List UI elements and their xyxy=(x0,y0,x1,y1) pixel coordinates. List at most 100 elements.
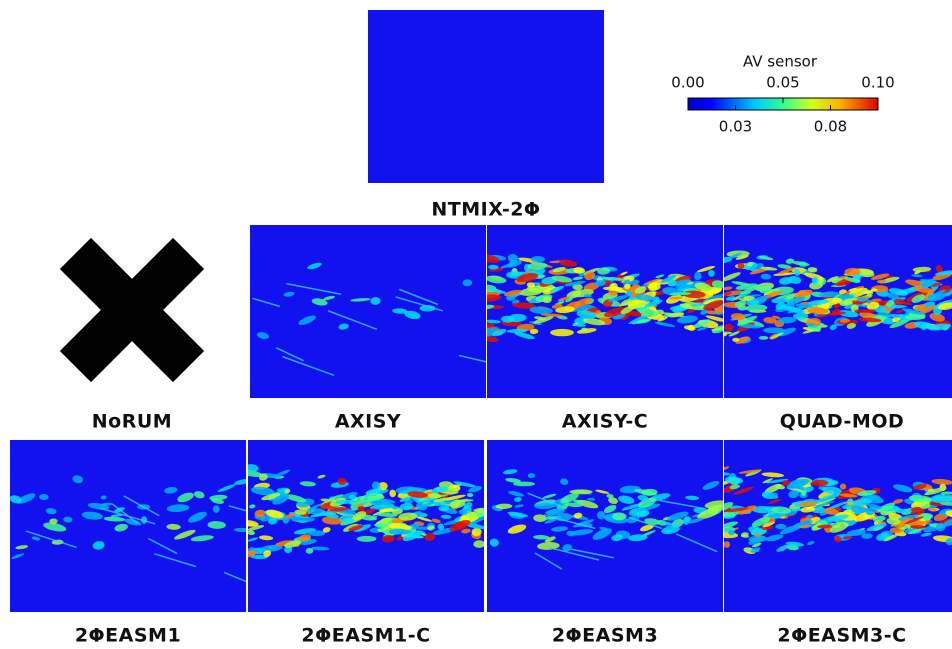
field-streak xyxy=(573,499,583,504)
field-streak xyxy=(427,493,442,499)
field-streak xyxy=(307,262,322,270)
field-streak xyxy=(702,480,720,490)
field-filament xyxy=(223,571,246,583)
panel-label: QUAD-MOD xyxy=(780,411,905,433)
field-streak xyxy=(10,495,22,504)
field-streak xyxy=(791,261,810,266)
field-streak xyxy=(858,317,882,323)
field-streak xyxy=(768,498,782,504)
field-streak xyxy=(488,264,499,270)
field-streak xyxy=(293,528,316,535)
field-streak xyxy=(759,285,772,294)
field-streak xyxy=(502,469,518,475)
field-streak xyxy=(620,305,634,314)
field-streak xyxy=(624,283,631,290)
field-streak xyxy=(462,279,473,287)
field-streak xyxy=(785,541,805,547)
field-streak xyxy=(641,488,658,496)
panel xyxy=(724,225,952,398)
field-streak xyxy=(766,492,779,500)
field-streak xyxy=(15,545,29,550)
field-streak xyxy=(555,306,575,314)
field-streak xyxy=(258,473,268,481)
field-streak xyxy=(551,526,568,532)
field-filament xyxy=(527,492,561,507)
field-filament xyxy=(571,548,614,559)
field-streak xyxy=(487,304,495,310)
field-streak xyxy=(427,525,435,530)
field-streak xyxy=(369,504,390,510)
field-streak xyxy=(806,323,816,327)
field-streak xyxy=(352,511,367,521)
field-streak xyxy=(572,276,584,281)
field-streak xyxy=(827,514,849,522)
field-streak xyxy=(724,466,730,471)
field-streak xyxy=(466,492,474,498)
field-streak xyxy=(338,323,349,330)
field-streak xyxy=(724,323,734,332)
field-streak xyxy=(595,489,610,494)
field-streak xyxy=(307,508,326,515)
field-streak xyxy=(558,296,571,301)
field-streak xyxy=(877,502,896,513)
field-streak xyxy=(734,300,747,307)
field-streak xyxy=(298,534,311,542)
field-streak xyxy=(817,493,841,502)
field-streak xyxy=(398,512,418,521)
field-streak xyxy=(608,295,629,302)
field-streak xyxy=(751,542,762,548)
field-streak xyxy=(812,501,835,509)
field-streak xyxy=(566,530,575,537)
field-streak xyxy=(931,478,952,485)
field-streak xyxy=(611,534,623,542)
field-streak xyxy=(212,505,220,513)
field-streak xyxy=(424,533,436,541)
field-streak xyxy=(927,488,935,493)
field-streak xyxy=(893,484,913,493)
panel xyxy=(487,440,723,612)
field-streak xyxy=(638,503,661,511)
field-streak xyxy=(826,501,848,511)
field-streak xyxy=(282,517,290,524)
panel-background xyxy=(368,10,604,183)
field-filament xyxy=(548,546,600,561)
field-streak xyxy=(449,499,466,509)
field-streak xyxy=(514,504,524,508)
field-streak xyxy=(893,499,904,504)
field-streak xyxy=(778,267,796,275)
field-streak xyxy=(765,478,789,484)
field-streak xyxy=(425,491,433,495)
field-streak xyxy=(661,312,685,317)
field-streak xyxy=(908,495,932,503)
field-streak xyxy=(552,267,566,273)
field-streak xyxy=(399,502,414,511)
field-streak xyxy=(661,521,677,527)
field-streak xyxy=(573,323,586,327)
panel-label: NoRUM xyxy=(92,411,172,433)
field-streak xyxy=(725,252,742,261)
field-streak xyxy=(711,280,723,289)
field-streak xyxy=(562,502,583,508)
field-streak xyxy=(777,264,792,269)
field-streak xyxy=(284,546,293,554)
field-streak xyxy=(711,327,723,331)
field-streak xyxy=(514,332,535,340)
field-streak xyxy=(728,529,735,536)
field-streak xyxy=(254,509,266,518)
field-streak xyxy=(461,528,471,534)
field-streak xyxy=(45,508,57,515)
field-streak xyxy=(311,298,328,306)
field-streak xyxy=(544,536,556,543)
field-streak xyxy=(207,521,226,529)
field-streak xyxy=(857,490,877,496)
field-streak xyxy=(935,522,946,532)
field-streak xyxy=(655,274,665,279)
field-streak xyxy=(638,308,658,317)
field-streak xyxy=(507,254,518,262)
field-streak xyxy=(636,510,650,518)
field-streak xyxy=(687,517,704,524)
field-streak xyxy=(560,493,579,504)
field-streak xyxy=(261,493,281,501)
field-streak xyxy=(193,491,205,499)
field-streak xyxy=(774,484,786,490)
